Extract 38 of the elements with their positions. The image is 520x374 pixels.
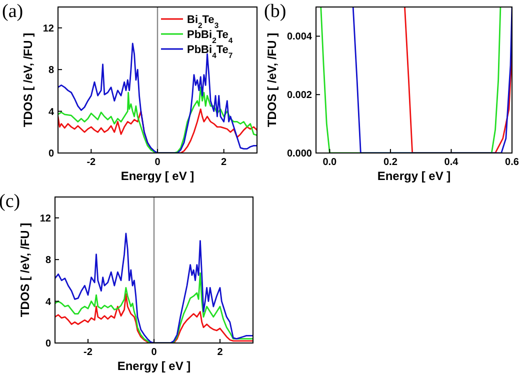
- line-series: [58, 42, 257, 153]
- y-axis-title: TDOS [ /eV, /FU ]: [21, 32, 35, 128]
- y-tick-label: 0.002: [286, 90, 312, 102]
- x-tick-label: 0: [151, 347, 158, 358]
- x-tick-label: 0: [154, 157, 161, 168]
- y-tick-label: 4: [48, 106, 54, 118]
- chart-title: (b): [264, 1, 286, 22]
- y-tick-label: 8: [48, 65, 54, 76]
- x-tick-label: -2: [86, 157, 96, 168]
- y-tick-label: 8: [45, 255, 52, 266]
- y-tick-label: 0: [48, 148, 54, 160]
- y-tick-label: 0: [45, 338, 52, 350]
- x-tick-label: 2: [221, 157, 228, 168]
- x-axis-title: Energy [ eV ]: [117, 359, 191, 373]
- x-tick-label: -2: [84, 347, 93, 358]
- x-tick-label: 0.2: [383, 157, 398, 168]
- y-tick-label: 4: [45, 296, 52, 308]
- y-tick-label: 0.004: [286, 32, 312, 43]
- legend-label: PbBi$_{2}$Te$_{4}$: [187, 29, 234, 44]
- y-tick-label: 12: [40, 213, 52, 224]
- x-axis-title: Energy [ eV ]: [120, 169, 194, 183]
- line-series: [58, 86, 257, 153]
- x-tick-label: 2: [217, 347, 224, 358]
- line-series: [55, 232, 253, 343]
- x-tick-label: 0.6: [505, 157, 520, 168]
- x-tick-label: 0.4: [444, 157, 459, 168]
- chart-title: (c): [0, 191, 20, 212]
- chart-title: (a): [2, 1, 24, 22]
- y-axis-title: TDOS [ /eV, /FU ]: [265, 32, 279, 128]
- legend-label: Bi$_{2}$Te$_{3}$: [187, 14, 219, 30]
- x-tick-label: 0.0: [322, 157, 338, 168]
- x-axis-title: Energy [ eV ]: [377, 169, 451, 183]
- legend-label: PbBi$_{4}$Te$_{7}$: [187, 44, 233, 60]
- y-axis-title: TDOS [ /eV, /FU ]: [18, 222, 32, 318]
- line-series: [55, 272, 253, 343]
- line-series: [55, 293, 253, 343]
- y-tick-label: 12: [42, 23, 54, 34]
- y-tick-label: 0.000: [286, 148, 312, 160]
